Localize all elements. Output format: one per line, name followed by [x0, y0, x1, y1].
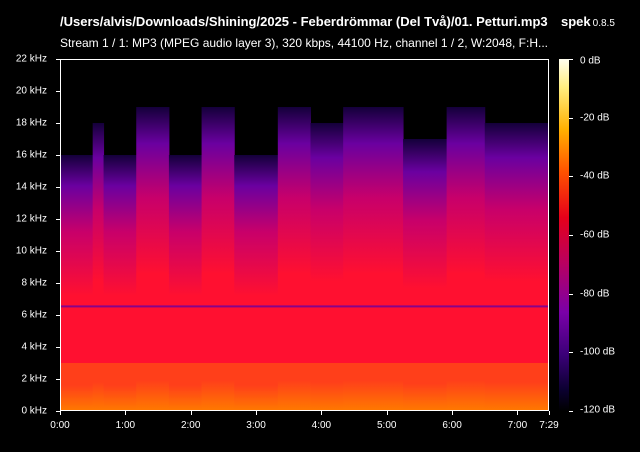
db-tick-mark	[569, 235, 573, 236]
time-tick-mark	[321, 411, 323, 415]
freq-tick-mark	[56, 187, 60, 188]
spectrogram-canvas	[60, 107, 549, 411]
spectrum-segment	[403, 139, 448, 411]
db-tick-mark	[569, 411, 573, 412]
db-tick-label: -80 dB	[580, 288, 610, 300]
spectrum-segment	[484, 123, 549, 411]
db-tick-label: -100 dB	[580, 346, 616, 358]
time-tick-mark	[517, 411, 519, 415]
time-tick-mark	[549, 411, 550, 415]
freq-tick-mark	[56, 379, 60, 380]
db-tick-mark	[569, 352, 573, 354]
file-title: /Users/alvis/Downloads/Shining/2025 - Fe…	[60, 14, 548, 29]
spectrogram-plot[interactable]	[60, 59, 549, 411]
freq-tick-label: 10 kHz	[15, 245, 47, 257]
freq-tick-label: 20 kHz	[15, 85, 47, 97]
time-tick-label: 7:00	[507, 420, 528, 431]
freq-tick-mark	[56, 411, 60, 412]
spectrum-segment	[234, 155, 279, 411]
time-tick-label: 4:00	[311, 420, 332, 431]
colorbar	[559, 59, 569, 411]
freq-tick-mark	[56, 315, 60, 316]
spectrum-segment	[168, 155, 203, 411]
spectrum-segment	[136, 107, 170, 411]
freq-tick-mark	[56, 347, 60, 348]
time-tick-label: 6:00	[442, 420, 462, 431]
freq-tick-label: 2 kHz	[21, 373, 47, 385]
time-tick-label: 1:00	[115, 420, 136, 431]
time-tick-mark	[452, 411, 454, 415]
freq-tick-mark	[56, 123, 60, 124]
freq-tick-mark	[56, 251, 60, 252]
freq-tick-label: 18 kHz	[15, 117, 47, 129]
time-tick-mark	[386, 411, 388, 415]
freq-tick-label: 6 kHz	[21, 309, 47, 321]
db-tick-label: 0 dB	[580, 55, 601, 67]
db-tick-mark	[569, 59, 573, 60]
freq-tick-mark	[56, 91, 60, 92]
time-tick-mark	[60, 411, 61, 415]
spectrum-segment	[277, 107, 311, 411]
low-frequency-band	[60, 363, 549, 411]
spectrum-segment	[446, 107, 486, 411]
spectrum-segment	[103, 155, 137, 411]
freq-tick-label: 4 kHz	[21, 341, 47, 353]
freq-tick-label: 16 kHz	[15, 149, 47, 161]
time-tick-mark	[125, 411, 127, 415]
db-tick-label: -20 dB	[580, 112, 610, 124]
spectrum-segment	[92, 123, 105, 411]
db-tick-label: -120 dB	[580, 404, 616, 416]
app-name: spek 0.8.5	[561, 14, 615, 29]
app-name-label: spek	[561, 14, 591, 29]
freq-tick-mark	[56, 219, 60, 220]
freq-tick-label: 8 kHz	[21, 277, 47, 289]
time-tick-label: 3:00	[246, 420, 266, 431]
db-tick-mark	[569, 176, 573, 178]
db-tick-label: -60 dB	[580, 229, 610, 241]
spectrum-segment	[60, 155, 94, 411]
freq-tick-label: 22 kHz	[15, 53, 47, 65]
freq-tick-label: 14 kHz	[15, 181, 47, 193]
freq-tick-label: 0 kHz	[21, 405, 47, 417]
freq-tick-mark	[56, 283, 60, 284]
freq-tick-mark	[56, 59, 60, 60]
time-tick-label: 7:29	[539, 420, 559, 431]
stream-info: Stream 1 / 1: MP3 (MPEG audio layer 3), …	[60, 36, 549, 50]
freq-tick-mark	[56, 155, 60, 156]
spectrum-segment	[310, 123, 344, 411]
db-tick-mark	[569, 117, 573, 119]
freq-tick-label: 12 kHz	[15, 213, 47, 225]
db-tick-mark	[569, 293, 573, 295]
time-tick-mark	[190, 411, 192, 415]
tonal-line	[60, 305, 549, 308]
spectrum-segment	[201, 107, 235, 411]
app-version: 0.8.5	[592, 18, 615, 29]
db-tick-label: -40 dB	[580, 170, 610, 182]
time-tick-label: 2:00	[180, 420, 201, 431]
time-tick-label: 5:00	[376, 420, 397, 431]
time-tick-mark	[256, 411, 258, 415]
time-tick-label: 0:00	[50, 420, 70, 431]
spectrum-segment	[343, 107, 404, 411]
